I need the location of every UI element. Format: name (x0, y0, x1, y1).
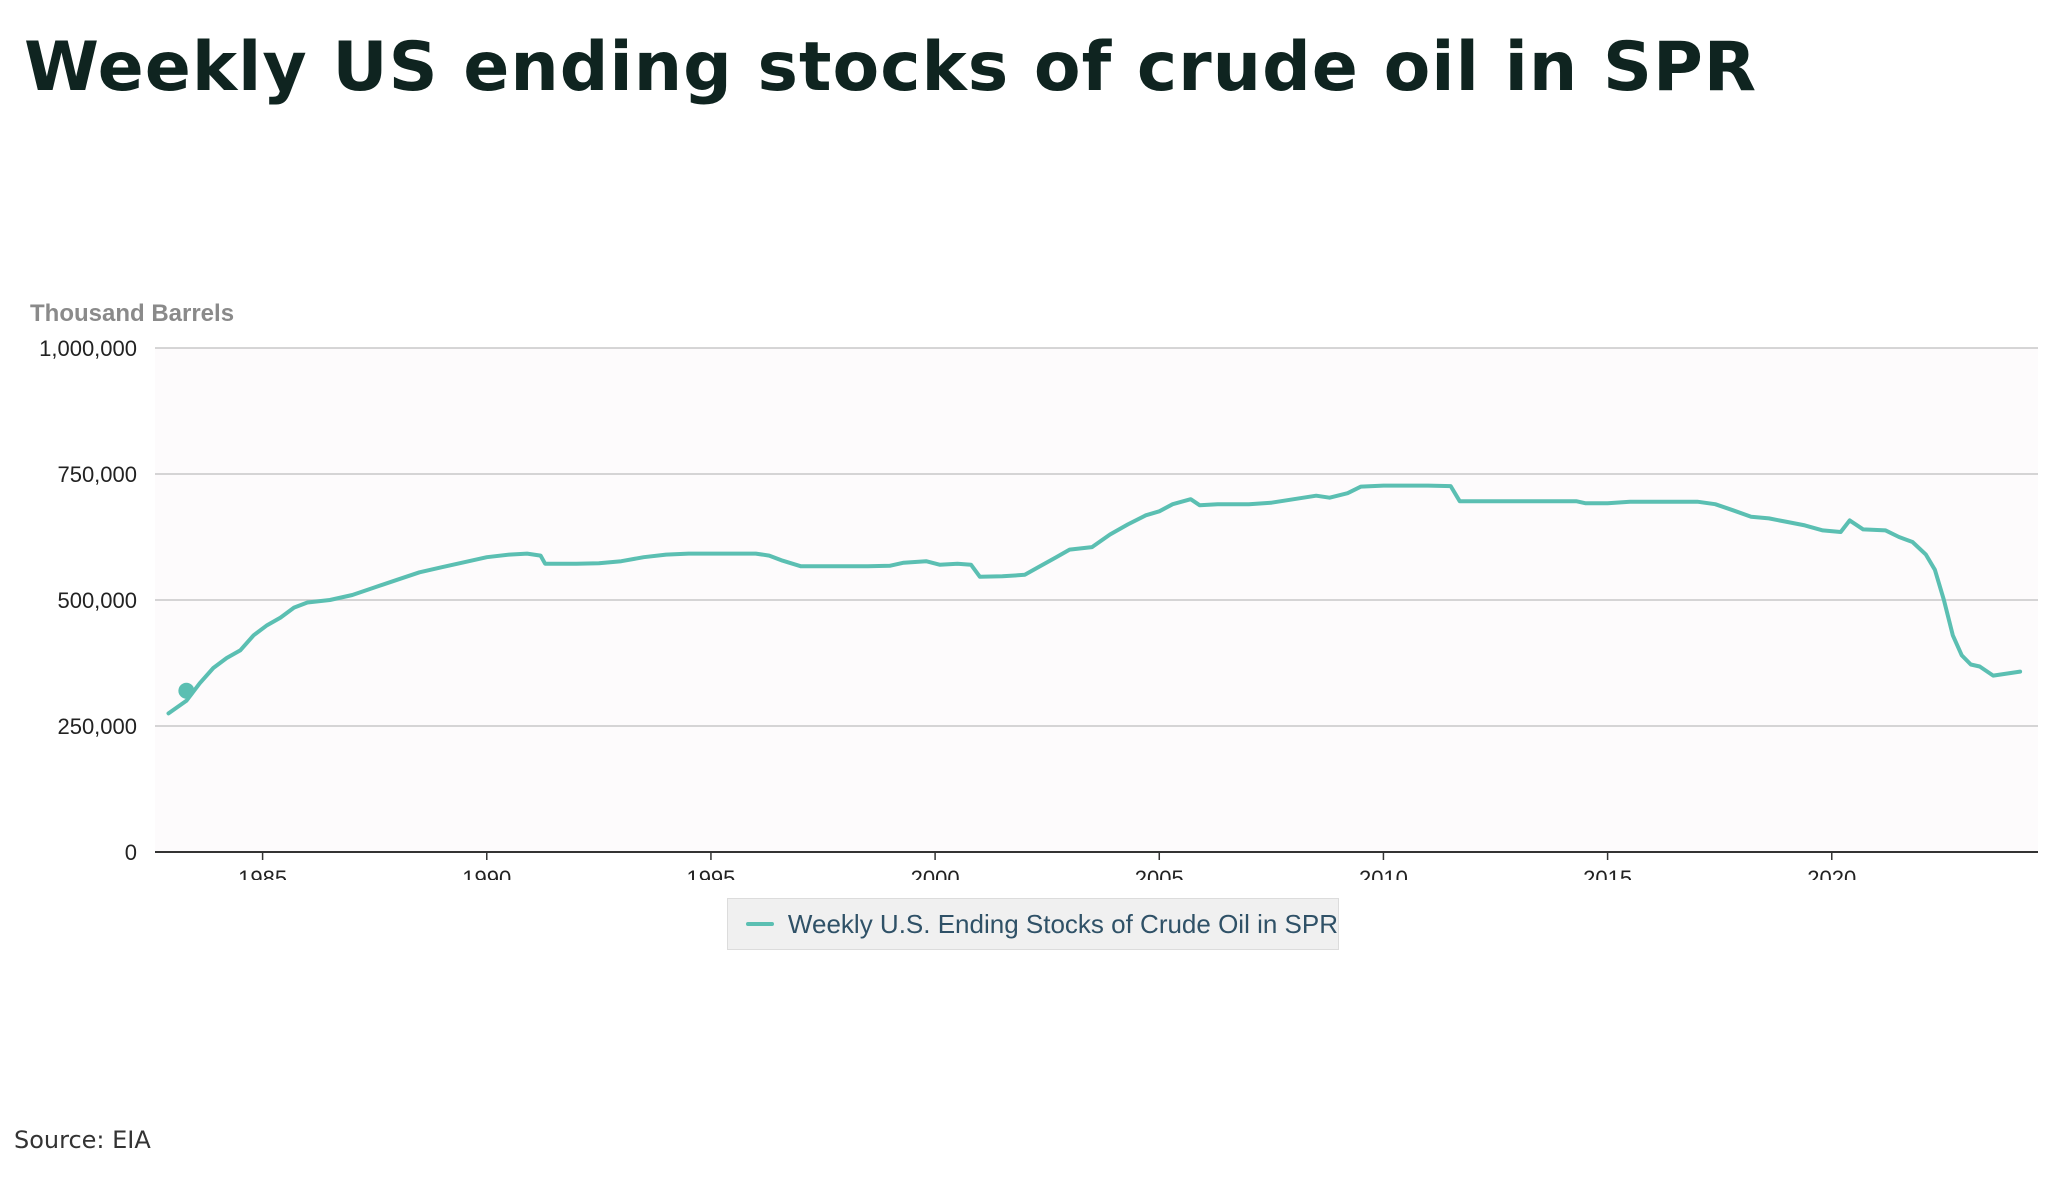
source-note: Source: EIA (14, 1126, 151, 1154)
y-tick-label: 750,000 (57, 462, 137, 487)
y-axis-label: Thousand Barrels (30, 300, 235, 327)
x-tick-label: 1995 (686, 866, 735, 880)
series-marker (178, 682, 195, 699)
legend[interactable]: Weekly U.S. Ending Stocks of Crude Oil i… (727, 898, 1339, 950)
x-tick-label: 2010 (1359, 866, 1408, 880)
y-tick-label: 1,000,000 (39, 336, 137, 361)
x-tick-label: 2020 (1807, 866, 1856, 880)
line-chart: 0 250,000 500,000 750,000 1,000,000 1985 1990 1… (39, 336, 2038, 880)
x-tick-label: 2005 (1135, 866, 1184, 880)
x-tick-label: 1990 (462, 866, 511, 880)
x-tick-label: 1985 (238, 866, 287, 880)
y-tick-label: 500,000 (57, 588, 137, 613)
legend-label: Weekly U.S. Ending Stocks of Crude Oil i… (787, 908, 1338, 939)
x-tick-label: 2015 (1583, 866, 1632, 880)
series-line (166, 483, 2023, 716)
y-tick-label: 0 (125, 840, 137, 865)
page-title: Weekly US ending stocks of crude oil in … (24, 28, 1758, 107)
y-tick-label: 250,000 (57, 714, 137, 739)
x-tick-label: 2000 (911, 866, 960, 880)
legend-swatch (746, 922, 774, 926)
